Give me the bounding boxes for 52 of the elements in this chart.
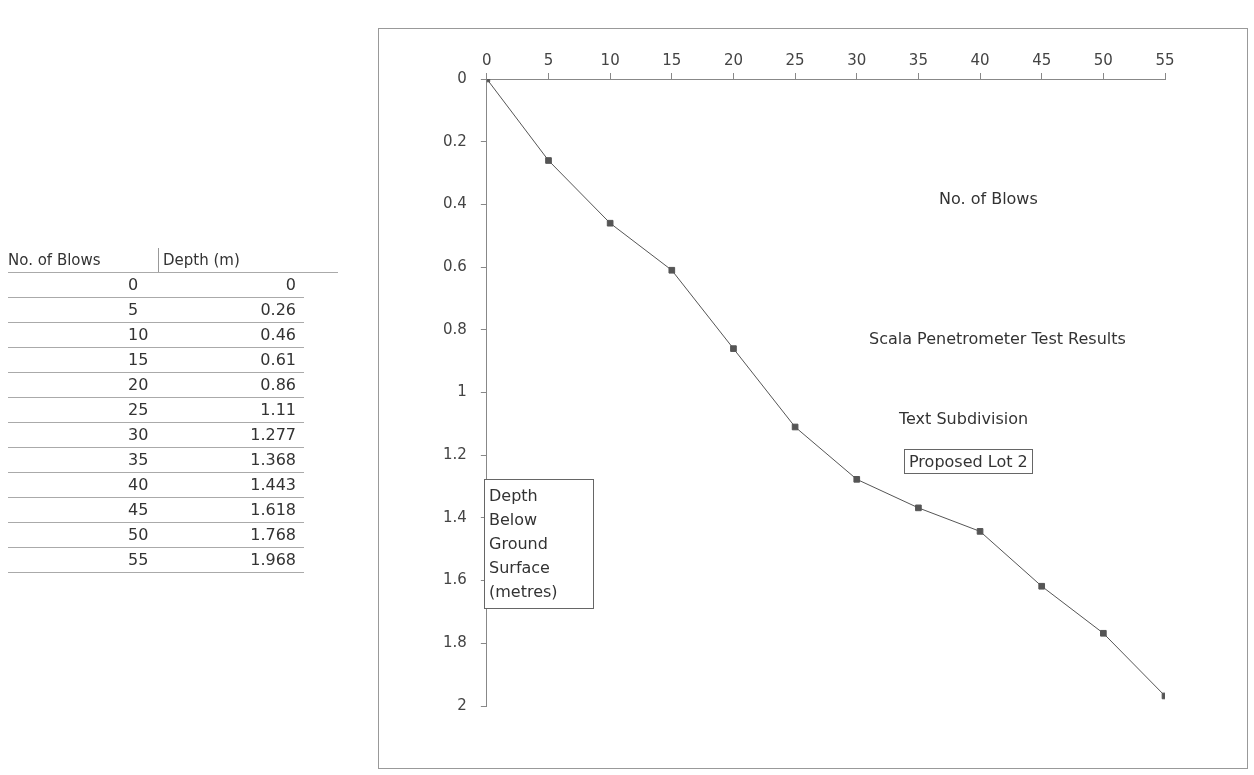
text: 45 1.618	[8, 498, 304, 523]
annotation: Text Subdivision	[899, 409, 1029, 428]
y-axis-title: Depth Below Ground Surface (metres)	[484, 479, 594, 609]
x-tick-label: 15	[662, 50, 682, 69]
y-tick-label: 0.2	[443, 131, 467, 150]
x-tick-label: 40	[970, 50, 990, 69]
y-tick-label: 2	[457, 695, 467, 714]
point	[668, 266, 676, 274]
point	[1100, 629, 1107, 637]
point	[606, 219, 614, 227]
x-tick-label: 0	[482, 50, 492, 69]
y-tick-label: 1	[457, 382, 467, 401]
point	[730, 345, 737, 352]
x-tick-label: 55	[1155, 50, 1175, 69]
x-tick-label: 50	[1093, 50, 1113, 69]
point	[545, 157, 552, 164]
text: 25 1.11	[8, 398, 304, 423]
x-axis-title: No. of Blows	[939, 189, 1038, 208]
text: 5 0.26	[8, 298, 304, 323]
text: No. of Blows	[8, 248, 159, 272]
y-tick-label: 1.2	[443, 445, 467, 464]
point	[791, 423, 799, 431]
annotation: Proposed Lot 2	[904, 449, 1033, 474]
y-tick-label: 0.4	[443, 194, 467, 213]
x-tick-label: 45	[1032, 50, 1052, 69]
y-tick-label: 1.6	[443, 570, 467, 589]
x-tick-label: 25	[785, 50, 805, 69]
y-tick-label: 0	[457, 68, 467, 87]
point	[976, 528, 984, 535]
point	[915, 504, 922, 512]
text: 50 1.768	[8, 523, 304, 548]
y-tick-label: 1.8	[443, 633, 467, 652]
point	[1038, 582, 1046, 590]
text: 30 1.277	[8, 423, 304, 448]
y-tick-label: 0.8	[443, 319, 467, 338]
x-tick-label: 30	[847, 50, 867, 69]
y-tick-label: 0.6	[443, 256, 467, 275]
x-tick-label: 20	[723, 50, 743, 69]
text: 0 0	[8, 273, 304, 298]
text: 55 1.968	[8, 548, 304, 573]
text: Depth (m)	[162, 250, 241, 271]
x-tick-label: 10	[600, 50, 620, 69]
x-tick-label: 35	[908, 50, 928, 69]
text: 40 1.443	[8, 473, 304, 498]
annotation: Scala Penetrometer Test Results	[869, 329, 1126, 348]
text: 35 1.368	[8, 448, 304, 473]
y-tick-label: 1.4	[443, 507, 467, 526]
text: 10 0.46	[8, 323, 304, 348]
text: 15 0.61	[8, 348, 304, 373]
text: 20 0.86	[8, 373, 304, 398]
x-tick-label: 5	[543, 50, 554, 69]
point	[853, 476, 861, 483]
